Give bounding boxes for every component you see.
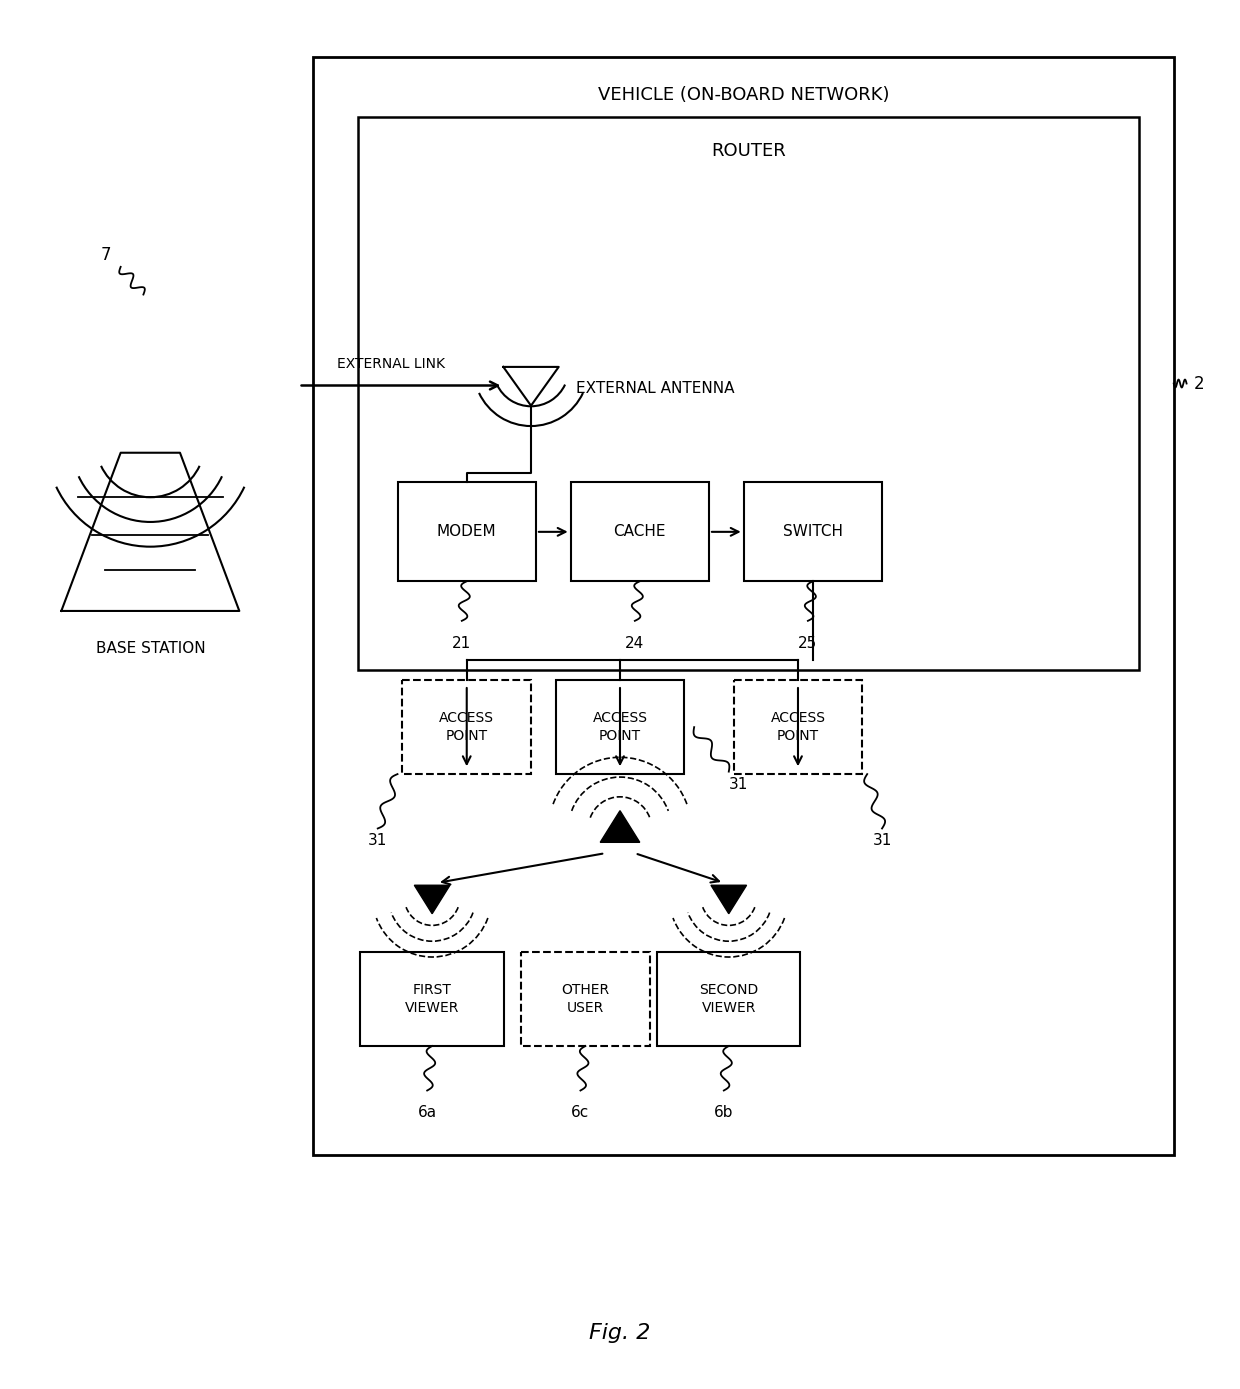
Polygon shape [711,885,746,914]
Text: 7: 7 [100,246,112,264]
Polygon shape [503,367,559,406]
Bar [358,117,1140,671]
Text: VEHICLE (ON-BOARD NETWORK): VEHICLE (ON-BOARD NETWORK) [598,86,889,104]
Polygon shape [414,885,450,914]
Bar [398,482,536,581]
Text: Fig. 2: Fig. 2 [589,1322,651,1343]
Text: ROUTER: ROUTER [712,142,786,160]
Bar [657,951,801,1046]
Bar [734,681,862,774]
Text: MODEM: MODEM [436,524,496,539]
Text: EXTERNAL ANTENNA: EXTERNAL ANTENNA [575,381,734,396]
Text: ACCESS
POINT: ACCESS POINT [770,711,826,743]
Bar [556,681,684,774]
Text: SWITCH: SWITCH [782,524,843,539]
Text: FIRST
VIEWER: FIRST VIEWER [405,983,459,1015]
Text: BASE STATION: BASE STATION [95,640,205,656]
Bar [744,482,882,581]
Text: 6b: 6b [714,1106,734,1121]
Text: 25: 25 [799,636,817,650]
Text: ACCESS
POINT: ACCESS POINT [439,711,495,743]
Text: ACCESS
POINT: ACCESS POINT [593,711,647,743]
Text: 6c: 6c [572,1106,589,1121]
Text: 31: 31 [873,833,892,849]
Text: CACHE: CACHE [614,524,666,539]
Text: 24: 24 [625,636,645,650]
Polygon shape [600,811,640,842]
Text: 31: 31 [368,833,387,849]
Text: SECOND
VIEWER: SECOND VIEWER [699,983,759,1015]
Text: EXTERNAL LINK: EXTERNAL LINK [337,357,445,371]
Bar [521,951,650,1046]
Bar [314,57,1174,1154]
Text: OTHER
USER: OTHER USER [562,983,609,1015]
Bar [570,482,709,581]
Text: 21: 21 [453,636,471,650]
Polygon shape [61,453,239,611]
Text: 2: 2 [1194,375,1204,393]
Text: 6a: 6a [418,1106,436,1121]
Bar [361,951,503,1046]
Bar [403,681,531,774]
Text: 31: 31 [729,776,748,792]
